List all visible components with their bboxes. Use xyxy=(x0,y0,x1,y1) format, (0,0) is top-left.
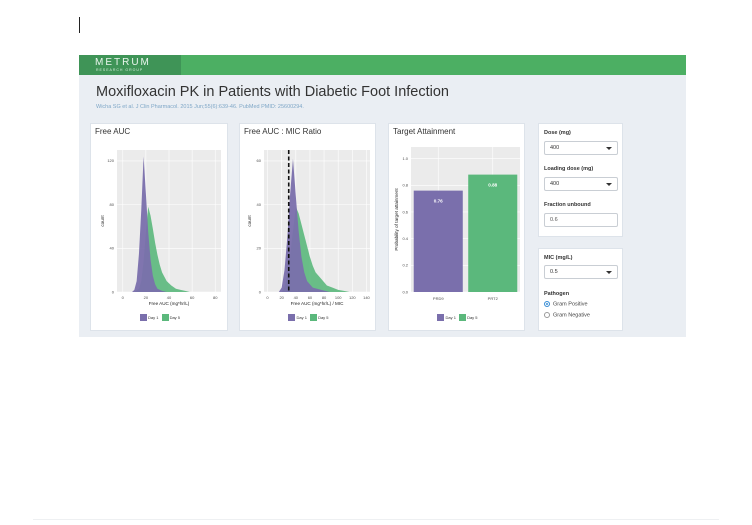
citation-text: Wicha SG et al. J Clin Pharmacol. 2015 J… xyxy=(96,104,304,110)
gram-positive-label: Gram Positive xyxy=(553,301,588,308)
mic-value: 0.5 xyxy=(550,269,558,275)
logo-subtitle: RESEARCH GROUP xyxy=(96,68,144,72)
x-tick-label: 60 xyxy=(190,295,195,300)
y-tick-label: 120 xyxy=(107,158,114,163)
auc-mic-legend: Day 1 Day 5 xyxy=(240,314,375,321)
target-attainment-plot: 0.76 0.88 0.0 0.2 0.4 0.6 0.8 1.0 PRD9 PRT2 Proba… xyxy=(394,147,520,301)
legend-day1: Day 1 xyxy=(445,315,456,320)
x-tick-label: PRD9 xyxy=(433,296,444,301)
legend-day5: Day 5 xyxy=(318,315,329,320)
bottom-divider xyxy=(33,519,719,520)
target-legend: Day 1 Day 5 xyxy=(389,314,524,321)
bar-value-label: 0.88 xyxy=(488,183,497,188)
legend-day1: Day 1 xyxy=(296,315,307,320)
x-tick-label: 80 xyxy=(213,295,218,300)
x-tick-label: 40 xyxy=(294,295,299,300)
loading-dose-select[interactable]: 400 xyxy=(544,177,618,191)
x-tick-label: 100 xyxy=(335,295,342,300)
y-tick-label: 40 xyxy=(257,202,262,207)
auc-mic-title: Free AUC : MIC Ratio xyxy=(244,127,322,136)
loading-dose-label: Loading dose (mg) xyxy=(544,166,594,172)
day1-swatch xyxy=(437,314,445,321)
x-tick-label: 20 xyxy=(279,295,284,300)
radio-selected-icon[interactable] xyxy=(544,301,550,307)
y-tick-label: 20 xyxy=(257,246,262,251)
metrum-logo[interactable]: METRUM RESEARCH GROUP xyxy=(79,55,181,75)
y-tick-label: 60 xyxy=(257,158,262,163)
target-attainment-title: Target Attainment xyxy=(393,127,456,136)
dose-select[interactable]: 400 xyxy=(544,141,618,155)
y-tick-label: 0.6 xyxy=(402,209,408,214)
bar-prt2 xyxy=(468,174,518,292)
x-tick-label: 80 xyxy=(322,295,327,300)
y-tick-label: 0.2 xyxy=(402,263,408,268)
x-tick-label: 20 xyxy=(144,295,149,300)
pathogen-label: Pathogen xyxy=(544,291,570,297)
y-axis-label: count xyxy=(247,215,252,227)
y-tick-label: 0 xyxy=(259,289,262,294)
y-axis-label: Probability of target attainment xyxy=(394,188,399,251)
text-cursor xyxy=(79,17,80,33)
x-tick-label: 0 xyxy=(122,295,125,300)
navbar: METRUM RESEARCH GROUP xyxy=(79,55,686,75)
day1-swatch xyxy=(139,314,147,321)
radio-unselected-icon[interactable] xyxy=(544,312,550,318)
loading-dose-value: 400 xyxy=(550,181,560,187)
plot-panel-bg xyxy=(264,150,370,292)
bar-prd9 xyxy=(413,190,463,292)
x-tick-label: PRT2 xyxy=(488,296,499,301)
mic-pathogen-card: MIC (mg/L) 0.5 Pathogen Gram Positive Gr… xyxy=(538,248,623,331)
bar-value-label: 0.76 xyxy=(434,199,443,204)
legend-day5: Day 5 xyxy=(467,315,478,320)
fraction-unbound-label: Fraction unbound xyxy=(544,202,591,208)
app-container: METRUM RESEARCH GROUP Moxifloxacin PK in… xyxy=(79,55,686,337)
y-tick-label: 0.4 xyxy=(402,236,408,241)
auc-mic-card: Free AUC : MIC Ratio 0 20 40 60 80 100 120 140 0… xyxy=(239,123,376,331)
y-axis-label: count xyxy=(100,215,105,227)
y-tick-label: 80 xyxy=(110,202,115,207)
day5-swatch xyxy=(310,314,318,321)
chevron-down-icon xyxy=(606,271,612,274)
day1-density-area xyxy=(132,156,174,292)
gram-negative-label: Gram Negative xyxy=(553,312,590,319)
free-auc-card: Free AUC 0 20 40 60 80 0 40 80 120 Free AUC (mg*h… xyxy=(90,123,228,331)
dose-value: 400 xyxy=(550,145,560,151)
x-tick-label: 0 xyxy=(266,295,269,300)
day1-density-area xyxy=(278,158,330,292)
x-tick-label: 60 xyxy=(308,295,313,300)
y-tick-label: 1.0 xyxy=(402,156,408,161)
x-axis-label: Free AUC (mg*hr/L) / MIC xyxy=(291,301,345,306)
dose-inputs-card: Dose (mg) 400 Loading dose (mg) 400 Frac… xyxy=(538,123,623,237)
free-auc-plot: 0 20 40 60 80 0 40 80 120 Free AUC (mg*hr/L) count xyxy=(100,150,221,306)
fraction-unbound-input[interactable]: 0.6 xyxy=(544,213,618,227)
chevron-down-icon xyxy=(606,147,612,150)
free-auc-legend: Day 1 Day 5 xyxy=(91,314,227,321)
legend-day5: Day 5 xyxy=(169,315,181,320)
radio-gram-positive[interactable]: Gram Positive xyxy=(544,301,588,307)
y-tick-label: 0.8 xyxy=(402,183,408,188)
x-axis-label: Free AUC (mg*hr/L) xyxy=(149,301,190,306)
mic-select[interactable]: 0.5 xyxy=(544,265,618,279)
day5-swatch xyxy=(161,314,169,321)
y-tick-label: 0.0 xyxy=(402,289,408,294)
chevron-down-icon xyxy=(606,183,612,186)
x-tick-label: 40 xyxy=(167,295,172,300)
radio-gram-negative[interactable]: Gram Negative xyxy=(544,312,590,318)
day1-swatch xyxy=(288,314,296,321)
target-attainment-card: Target Attainment 0.76 0.88 0.0 0.2 0.4 0.6 0… xyxy=(388,123,525,331)
x-tick-label: 140 xyxy=(363,295,370,300)
day5-swatch xyxy=(459,314,467,321)
page-title: Moxifloxacin PK in Patients with Diabeti… xyxy=(96,84,449,100)
free-auc-title: Free AUC xyxy=(95,127,131,136)
logo-wordmark: METRUM xyxy=(95,57,151,68)
y-tick-label: 40 xyxy=(110,246,115,251)
mic-label: MIC (mg/L) xyxy=(544,255,573,261)
dose-label: Dose (mg) xyxy=(544,130,571,136)
y-tick-label: 0 xyxy=(112,289,115,294)
x-tick-label: 120 xyxy=(349,295,356,300)
legend-day1: Day 1 xyxy=(147,315,159,320)
